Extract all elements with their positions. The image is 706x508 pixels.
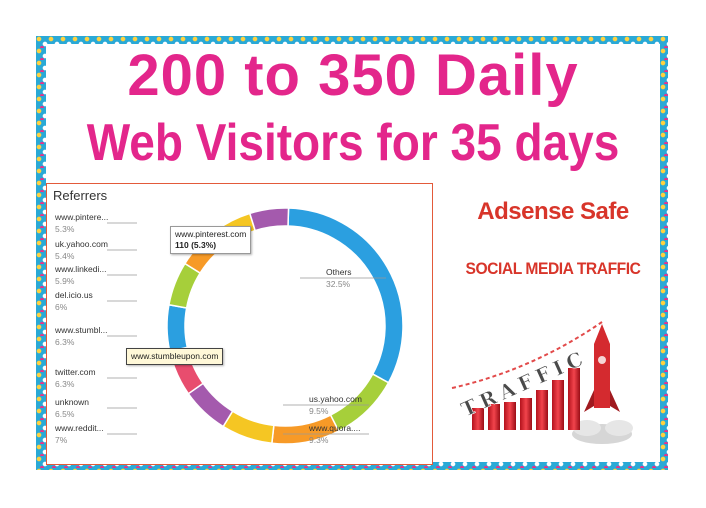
bar-1: [472, 408, 484, 430]
donut-slice-10[interactable]: [248, 207, 290, 232]
tooltip-pinterest-value: 110 (5.3%): [175, 240, 217, 250]
bar-6: [552, 380, 564, 430]
referrer-label-0: Others 32.5%: [326, 266, 352, 290]
referrer-label-2: www.quora.... 9.3%: [309, 422, 361, 446]
referrer-percent-10: 5.3%: [55, 224, 75, 234]
bar-3: [504, 402, 516, 430]
referrer-percent-4: 6.5%: [55, 409, 75, 419]
bar-7: [568, 368, 580, 430]
referrer-name-9: uk.yahoo.com: [55, 239, 108, 249]
donut-slice-0[interactable]: [287, 207, 404, 384]
social-media-traffic-label: SOCIAL MEDIA TRAFFIC: [465, 259, 641, 278]
referrer-label-1: us.yahoo.com 9.5%: [309, 393, 362, 417]
referrer-percent-6: 6.3%: [55, 337, 75, 347]
bar-4: [520, 398, 532, 430]
bars-group: [472, 368, 580, 430]
referrer-name-4: unknown: [55, 397, 90, 407]
referrer-name-2: www.quora....: [309, 423, 361, 433]
donut-slice-3[interactable]: [222, 410, 275, 445]
referrer-percent-1: 9.5%: [309, 406, 329, 416]
referrer-label-9: uk.yahoo.com 5.4%: [55, 238, 108, 262]
referrer-label-10: www.pintere... 5.3%: [55, 211, 108, 235]
panel-title: Referrers: [53, 188, 108, 203]
referrer-label-4: unknown 6.5%: [55, 396, 89, 420]
bar-5: [536, 390, 548, 430]
referrer-label-7: del.icio.us 6%: [55, 289, 93, 313]
referrer-name-3: www.reddit...: [55, 423, 104, 433]
donut-slice-6[interactable]: [166, 303, 189, 353]
referrer-name-7: del.icio.us: [55, 290, 93, 300]
referrer-label-5: twitter.com 6.3%: [55, 366, 96, 390]
referrer-name-8: www.linkedi...: [55, 264, 107, 274]
referrer-name-10: www.pintere...: [55, 212, 109, 222]
referrer-percent-8: 5.9%: [55, 276, 75, 286]
referrers-donut-chart: [107, 207, 404, 445]
tooltip-pinterest: www.pinterest.com 110 (5.3%): [170, 226, 252, 254]
referrer-percent-9: 5.4%: [55, 251, 75, 261]
referrer-label-3: www.reddit... 7%: [55, 422, 104, 446]
rocket-icon: [584, 324, 620, 412]
tooltip-pinterest-name: www.pinterest.com: [175, 229, 247, 239]
referrer-percent-0: 32.5%: [326, 279, 351, 289]
headline-line-1: 200 to 350 Daily: [127, 43, 579, 108]
referrer-label-8: www.linkedi... 5.9%: [55, 263, 107, 287]
bar-2: [488, 404, 500, 430]
referrer-percent-7: 6%: [55, 302, 68, 312]
referrer-name-6: www.stumbl...: [55, 325, 108, 335]
tooltip-stumbleupon: www.stumbleupon.com: [126, 348, 224, 365]
referrer-percent-5: 6.3%: [55, 379, 75, 389]
smoke-puff-right: [605, 420, 633, 436]
referrer-name-1: us.yahoo.com: [309, 394, 362, 404]
adsense-safe-label: Adsense Safe: [477, 198, 629, 225]
referrers-panel: Referrers Others 32.5% us.yahoo.com 9.5% www…: [46, 183, 433, 465]
referrer-name-0: Others: [326, 267, 352, 277]
traffic-rocket-illustration: TRAFFIC: [451, 321, 633, 444]
referrer-name-5: twitter.com: [55, 367, 96, 377]
headline-line-2: Web Visitors for 35 days: [86, 113, 620, 172]
referrer-label-6: www.stumbl... 6.3%: [55, 324, 107, 348]
referrer-percent-3: 7%: [55, 435, 68, 445]
referrer-percent-2: 9.3%: [309, 435, 329, 445]
